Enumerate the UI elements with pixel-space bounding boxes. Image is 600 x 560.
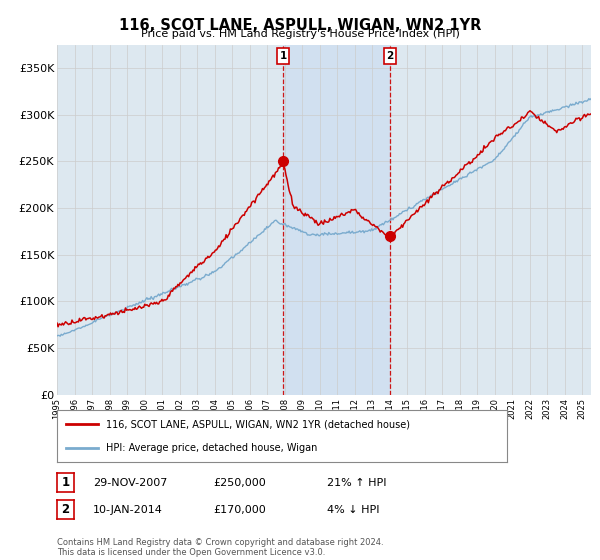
Text: 116, SCOT LANE, ASPULL, WIGAN, WN2 1YR (detached house): 116, SCOT LANE, ASPULL, WIGAN, WN2 1YR (… <box>107 419 410 430</box>
Text: 1: 1 <box>280 51 287 61</box>
Text: 1: 1 <box>61 476 70 489</box>
Text: 4% ↓ HPI: 4% ↓ HPI <box>327 505 380 515</box>
Text: Price paid vs. HM Land Registry's House Price Index (HPI): Price paid vs. HM Land Registry's House … <box>140 29 460 39</box>
Text: 21% ↑ HPI: 21% ↑ HPI <box>327 478 386 488</box>
Text: 10-JAN-2014: 10-JAN-2014 <box>93 505 163 515</box>
Text: Contains HM Land Registry data © Crown copyright and database right 2024.
This d: Contains HM Land Registry data © Crown c… <box>57 538 383 557</box>
Text: 116, SCOT LANE, ASPULL, WIGAN, WN2 1YR: 116, SCOT LANE, ASPULL, WIGAN, WN2 1YR <box>119 18 481 33</box>
Text: HPI: Average price, detached house, Wigan: HPI: Average price, detached house, Wiga… <box>107 443 318 453</box>
Text: £170,000: £170,000 <box>213 505 266 515</box>
Text: 29-NOV-2007: 29-NOV-2007 <box>93 478 167 488</box>
Text: 2: 2 <box>61 503 70 516</box>
Text: £250,000: £250,000 <box>213 478 266 488</box>
Bar <box>283 45 390 395</box>
Text: 2: 2 <box>386 51 394 61</box>
